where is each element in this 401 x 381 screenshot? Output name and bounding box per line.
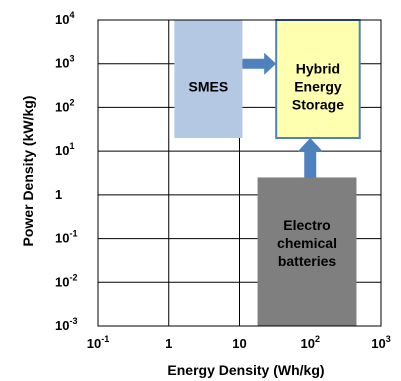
region-label: Electro — [283, 217, 330, 233]
region-label: batteries — [278, 253, 337, 269]
x-tick-labels: 10-1 1 10 102 103 — [87, 334, 391, 351]
y-tick-label: 1 — [55, 187, 62, 202]
y-tick-label: 102 — [55, 97, 74, 114]
y-tick-label: 103 — [55, 54, 74, 71]
region-labels: SMES Hybrid Energy Storage Electro chemical ba… — [189, 61, 345, 269]
plot-frame — [97, 19, 382, 327]
x-tick-label: 1 — [165, 336, 172, 351]
region-label: Storage — [292, 97, 344, 113]
y-tick-label: 10-3 — [55, 316, 77, 333]
region-electro-chemical-batteries — [257, 177, 357, 326]
x-axis-title: Energy Density (Wh/kg) — [167, 362, 324, 378]
region-label: Hybrid — [296, 61, 340, 77]
x-tick-label: 102 — [301, 334, 320, 351]
y-tick-label: 104 — [55, 10, 74, 27]
y-tick-labels: 104 103 102 101 1 10-1 10-2 10-3 — [55, 10, 77, 333]
y-tick-label: 10-1 — [55, 229, 77, 246]
arrow-up — [297, 137, 324, 178]
region-label: chemical — [277, 235, 337, 251]
arrow-right — [242, 52, 277, 75]
y-tick-label: 101 — [55, 141, 74, 158]
y-tick-label: 10-2 — [55, 272, 77, 289]
x-tick-label: 10 — [232, 336, 246, 351]
region-label: SMES — [189, 79, 229, 95]
y-axis-title: Power Density (kW/kg) — [20, 96, 36, 247]
x-tick-label: 10-1 — [87, 334, 109, 351]
x-tick-label: 103 — [371, 334, 390, 351]
region-smes — [174, 20, 243, 138]
arrows — [242, 52, 324, 178]
region-label: Energy — [294, 79, 342, 95]
